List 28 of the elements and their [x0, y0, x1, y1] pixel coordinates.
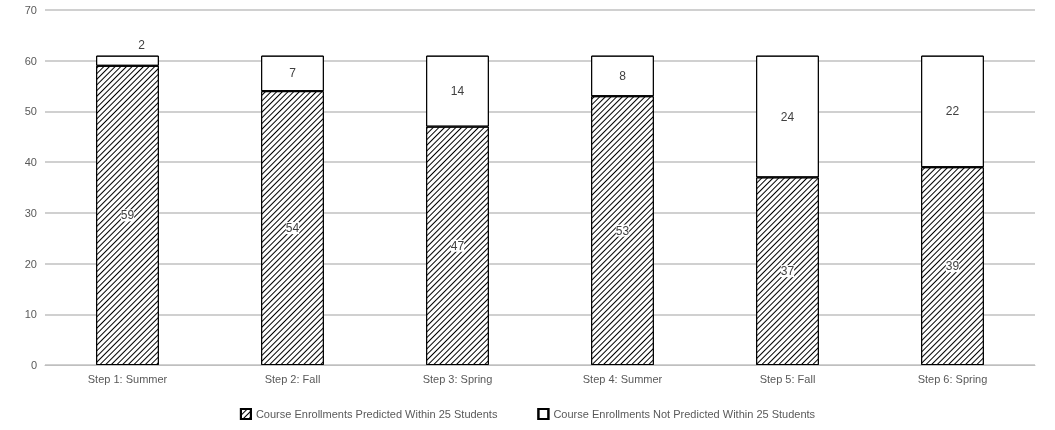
data-label: 47 — [450, 238, 465, 253]
y-tick-label: 0 — [30, 359, 37, 371]
x-tick-label: Step 6: Spring — [917, 372, 988, 385]
x-tick-label: Step 3: Spring — [422, 372, 493, 385]
data-label: 22 — [945, 104, 960, 119]
data-label: 59 — [120, 208, 135, 223]
data-label: 53 — [615, 223, 630, 238]
data-label: 39 — [945, 259, 960, 274]
x-tick-label: Step 2: Fall — [264, 372, 321, 385]
y-tick-label: 40 — [24, 156, 37, 169]
x-tick-label: Step 4: Summer — [582, 372, 663, 385]
data-label: 54 — [285, 221, 300, 236]
y-tick-label: 70 — [24, 4, 37, 16]
legend-label: Course Enrollments Predicted Within 25 Students — [255, 408, 498, 420]
data-label: 37 — [780, 264, 795, 279]
data-label: 2 — [138, 37, 146, 52]
data-label: 14 — [450, 84, 465, 99]
x-tick-label: Step 1: Summer — [87, 372, 168, 385]
data-label: 24 — [780, 109, 795, 124]
y-tick-label: 10 — [24, 308, 37, 321]
y-tick-label: 50 — [24, 105, 37, 118]
data-label: 7 — [289, 66, 297, 81]
y-tick-label: 60 — [24, 54, 37, 67]
data-label: 8 — [619, 68, 627, 83]
legend-label: Course Enrollments Not Predicted Within 25 Students — [553, 408, 816, 420]
x-tick-label: Step 5: Fall — [759, 372, 816, 385]
y-tick-label: 20 — [24, 257, 37, 270]
y-tick-label: 30 — [24, 206, 37, 219]
